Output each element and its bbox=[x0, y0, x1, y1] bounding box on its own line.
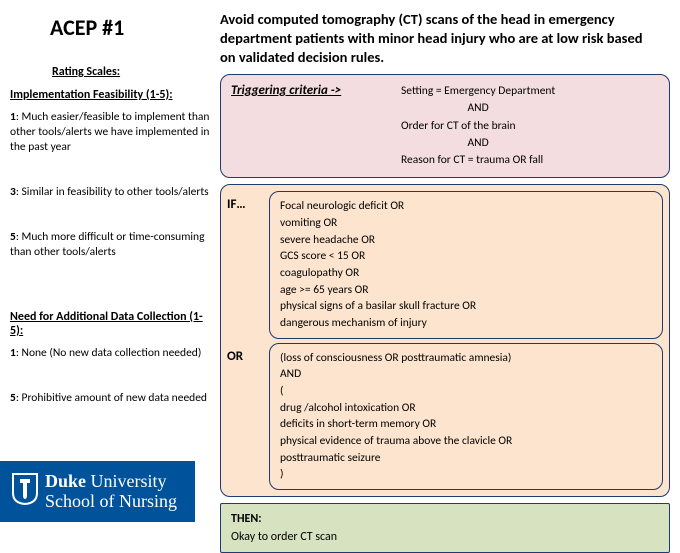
footer-university: University bbox=[91, 471, 167, 491]
feasibility-item-3: 3: Similar in feasibility to other tools… bbox=[10, 185, 210, 200]
if-wrapper: IF… Focal neurologic deficit OR vomiting… bbox=[220, 184, 670, 497]
feasibility-head: Implementation Feasibility (1-5): bbox=[10, 88, 210, 102]
content-column: Triggering criteria -> Setting = Emergen… bbox=[220, 74, 670, 553]
duke-logo: Duke University School of Nursing bbox=[0, 461, 195, 522]
triggering-label: Triggering criteria -> bbox=[231, 83, 361, 169]
if-box-1: Focal neurologic deficit OR vomiting OR … bbox=[269, 191, 663, 338]
footer-duke: Duke bbox=[45, 471, 91, 491]
dataneed-head: Need for Additional Data Collection (1-5… bbox=[10, 310, 210, 338]
feasibility-item-5: 5: Much more difficult or time-consuming… bbox=[10, 230, 210, 260]
if-label: IF… bbox=[227, 191, 261, 212]
triggering-criteria-box: Triggering criteria -> Setting = Emergen… bbox=[220, 74, 670, 178]
rating-scales-label: Rating Scales: bbox=[52, 65, 120, 79]
feasibility-item-1: 1: Much easier/feasible to implement tha… bbox=[10, 110, 210, 155]
footer-school: School of Nursing bbox=[45, 491, 177, 512]
sidebar: Implementation Feasibility (1-5): 1: Muc… bbox=[10, 88, 210, 406]
then-box: THEN: Okay to order CT scan bbox=[220, 503, 670, 553]
dataneed-item-1: 1: None (No new data collection needed) bbox=[10, 346, 210, 361]
then-body: Okay to order CT scan bbox=[231, 528, 659, 546]
then-head: THEN: bbox=[231, 510, 659, 528]
if-box-2: (loss of consciousness OR posttraumatic … bbox=[269, 343, 663, 490]
main-heading: Avoid computed tomography (CT) scans of … bbox=[220, 10, 660, 67]
shield-icon bbox=[12, 473, 38, 505]
triggering-lines: Setting = Emergency Department AND Order… bbox=[401, 83, 555, 169]
dataneed-item-5: 5: Prohibitive amount of new data needed bbox=[10, 391, 210, 406]
or-label: OR bbox=[227, 343, 261, 364]
page-title: ACEP #1 bbox=[50, 14, 124, 41]
